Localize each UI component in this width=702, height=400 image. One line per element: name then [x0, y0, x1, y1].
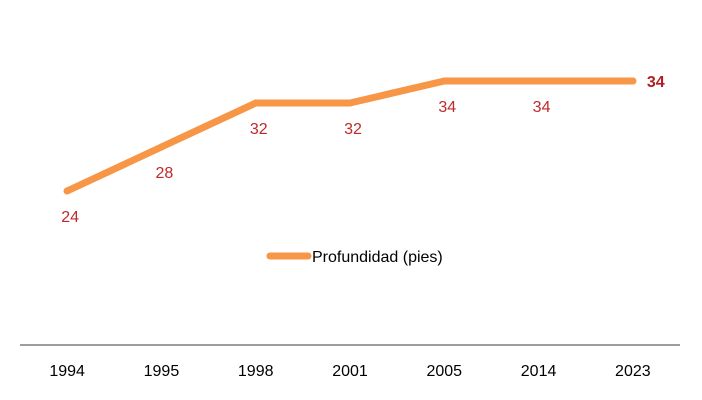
data-point	[440, 77, 448, 85]
x-tick-label: 1994	[49, 363, 85, 380]
data-point	[157, 143, 165, 151]
data-point	[346, 99, 354, 107]
data-point	[63, 187, 71, 195]
series-layer	[63, 77, 637, 195]
data-label: 34	[533, 99, 551, 116]
legend: Profundidad (pies)	[266, 249, 443, 266]
data-label: 32	[250, 121, 268, 138]
data-label: 28	[156, 165, 174, 182]
data-point	[252, 99, 260, 107]
data-labels: 24 28 32 32 34 34 34	[61, 74, 665, 226]
data-label-last: 34	[647, 74, 665, 91]
data-label: 32	[344, 121, 362, 138]
x-axis: 1994 1995 1998 2001 2005 2014 2023	[20, 344, 680, 380]
data-point	[535, 77, 543, 85]
x-tick-label: 2023	[615, 363, 651, 380]
x-tick-label: 2014	[521, 363, 557, 380]
legend-label-profundidad: Profundidad (pies)	[312, 249, 443, 266]
data-label: 34	[438, 99, 456, 116]
x-tick-label: 1998	[238, 363, 274, 380]
x-tick-label: 2001	[332, 363, 368, 380]
x-tick-label: 1995	[144, 363, 180, 380]
data-label: 24	[61, 209, 79, 226]
data-point	[629, 77, 637, 85]
x-tick-label: 2005	[426, 363, 462, 380]
